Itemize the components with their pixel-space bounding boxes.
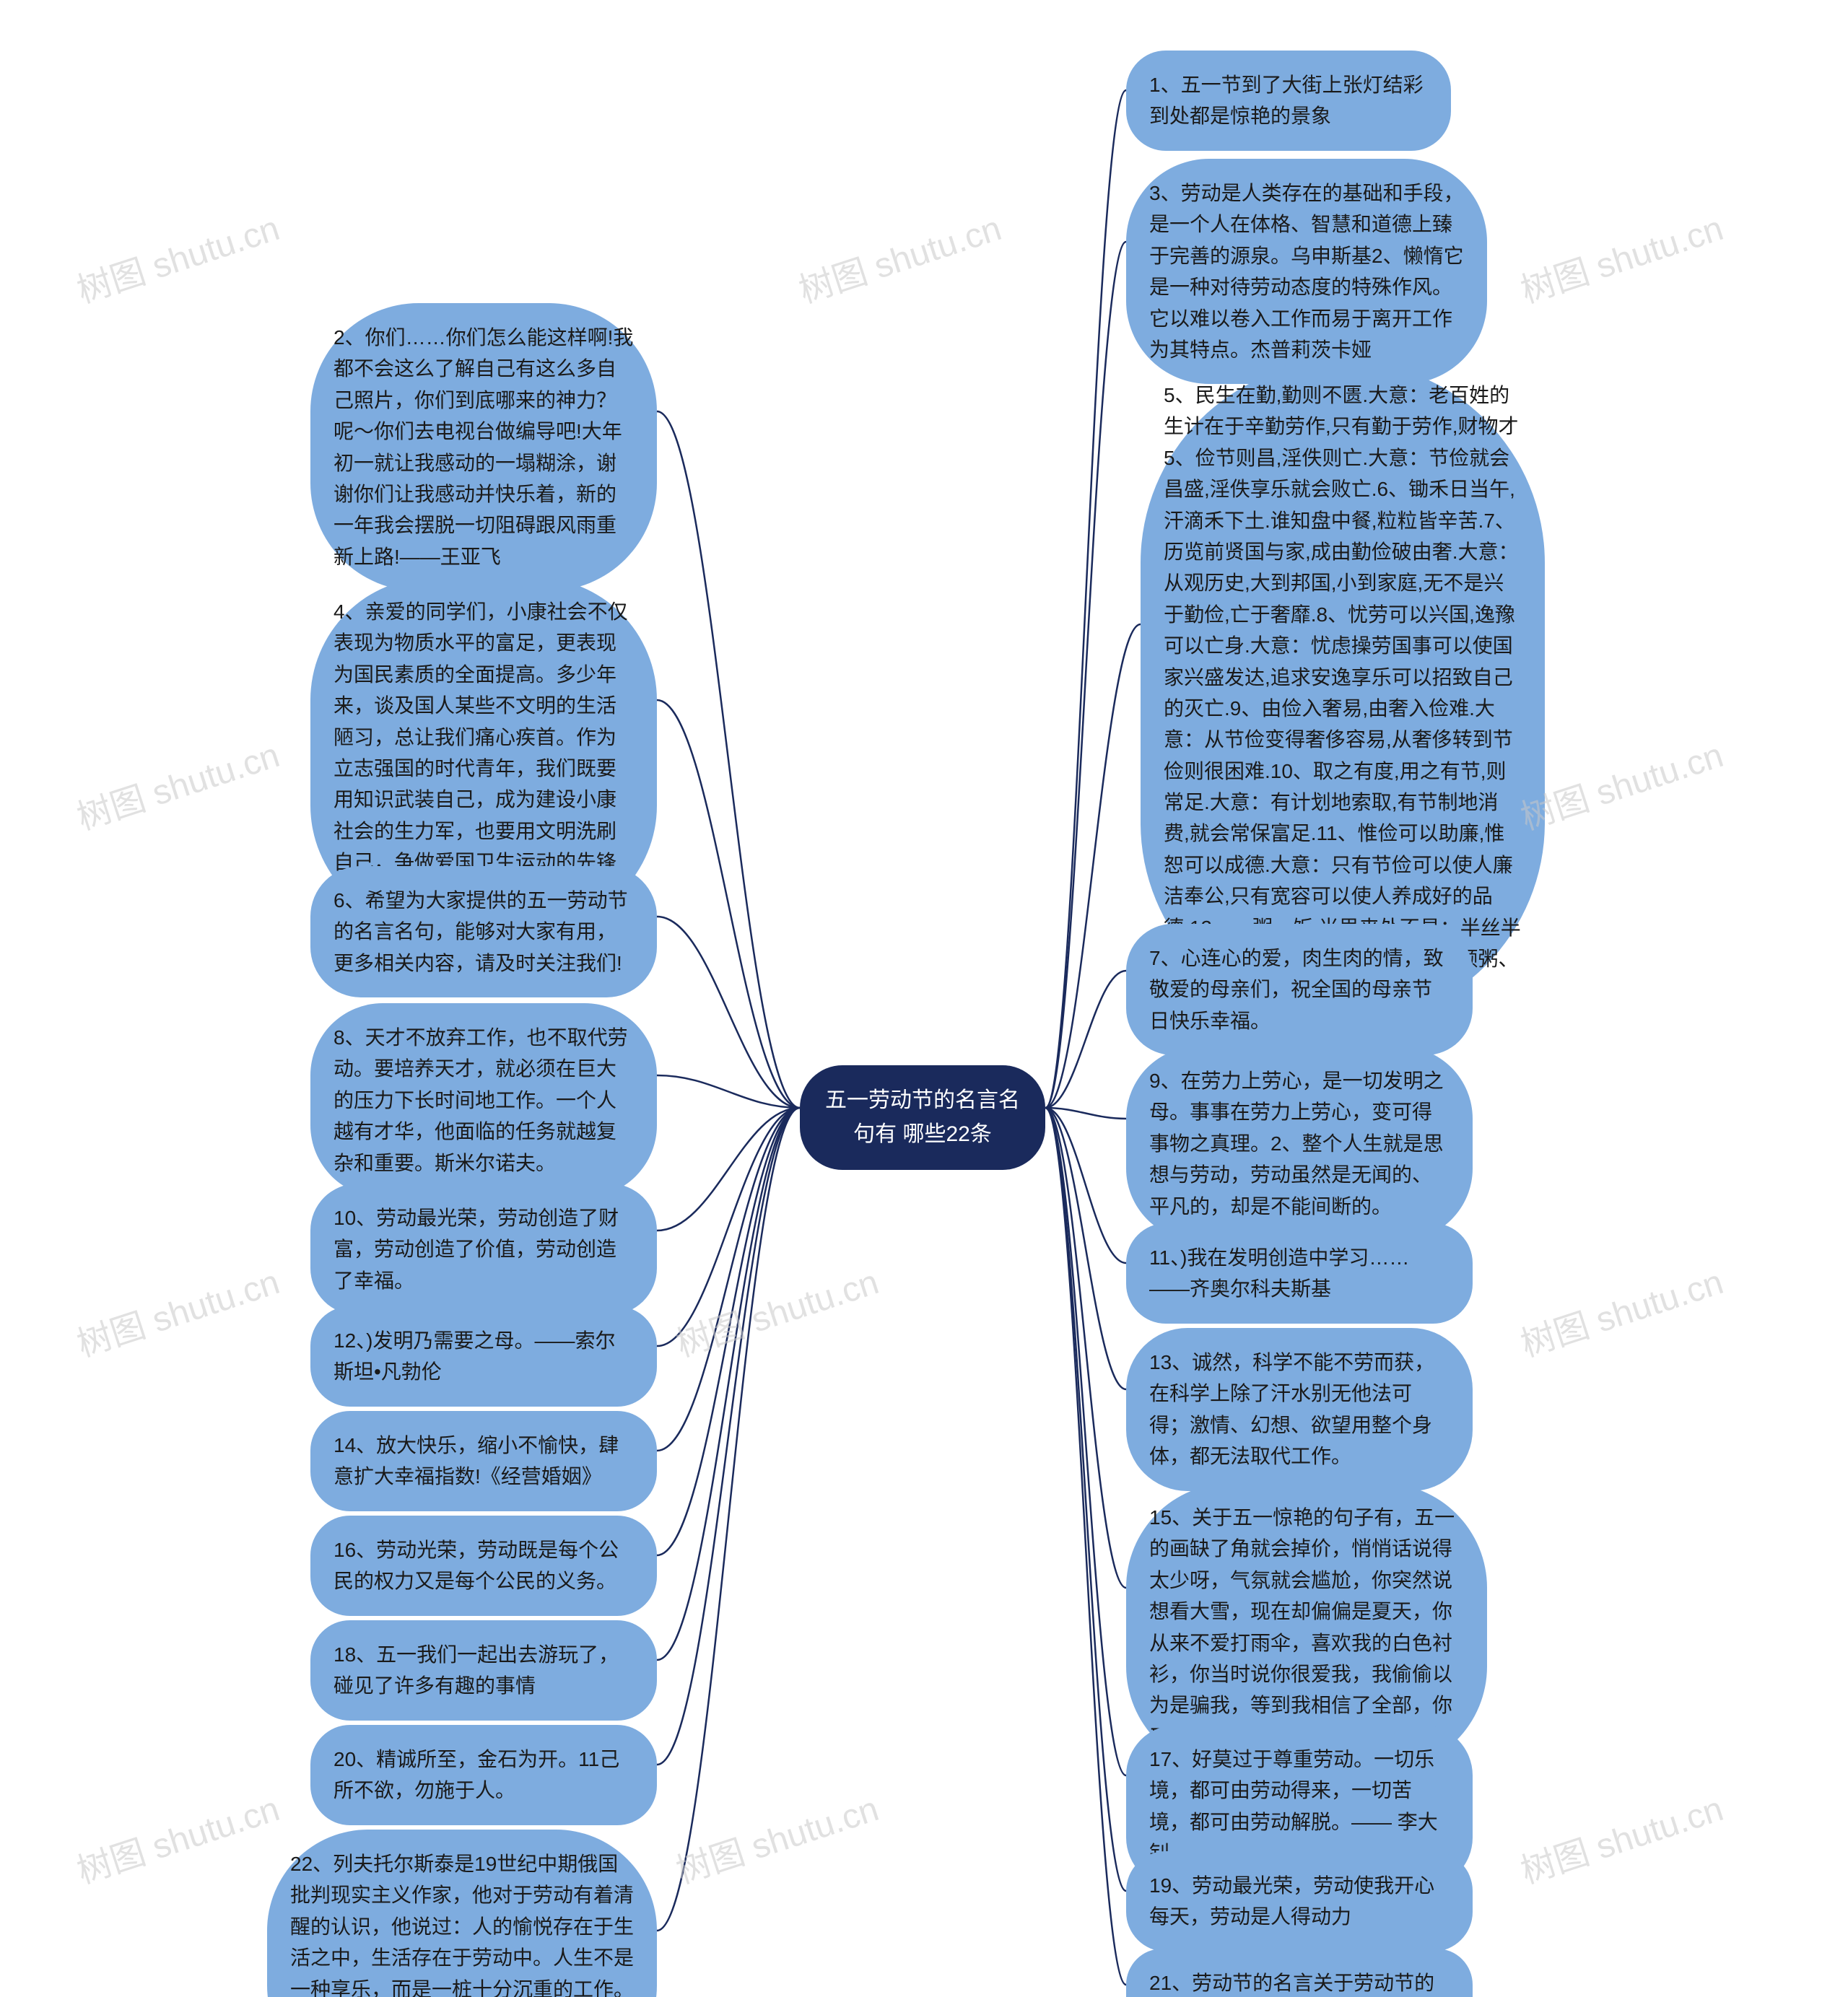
child-node-11: 11、)我在发明创造中学习……——齐奥尔科夫斯基 <box>1126 1223 1473 1324</box>
edge-to-node-14 <box>657 1108 800 1451</box>
child-node-8: 8、天才不放弃工作，也不取代劳动。要培养天才，就必须在巨大的压力下长时间地工作。… <box>310 1003 657 1197</box>
edge-to-node-2 <box>657 411 800 1108</box>
edge-to-node-1 <box>1045 90 1126 1108</box>
child-node-12: 12、)发明乃需要之母。——索尔斯坦•凡勃伦 <box>310 1306 657 1407</box>
child-node-2: 2、你们……你们怎么能这样啊!我都不会这么了解自己有这么多自己照片，你们到底哪来… <box>310 303 657 591</box>
child-node-1: 1、五一节到了大街上张灯结彩到处都是惊艳的景象 <box>1126 51 1451 151</box>
edge-to-node-6 <box>657 917 800 1108</box>
child-node-3: 3、劳动是人类存在的基础和手段，是一个人在体格、智慧和道德上臻于完善的源泉。乌申… <box>1126 159 1487 384</box>
edges-layer <box>0 0 1848 1997</box>
center-node: 五一劳动节的名言名句有 哪些22条 <box>800 1065 1045 1170</box>
child-node-9: 9、在劳力上劳心，是一切发明之母。事事在劳力上劳心，变可得事物之真理。2、整个人… <box>1126 1046 1473 1241</box>
edge-to-node-15 <box>1045 1108 1126 1588</box>
child-node-10: 10、劳动最光荣，劳动创造了财富，劳动创造了价值，劳动创造了幸福。 <box>310 1184 657 1315</box>
child-node-22: 22、列夫托尔斯泰是19世纪中期俄国批判现实主义作家，他对于劳动有着清醒的认识，… <box>267 1830 657 1997</box>
child-node-6: 6、希望为大家提供的五一劳动节的名言名句，能够对大家有用，更多相关内容，请及时关… <box>310 866 657 997</box>
edge-to-node-18 <box>657 1108 800 1660</box>
edge-to-node-17 <box>1045 1108 1126 1775</box>
child-node-14: 14、放大快乐，缩小不愉快，肆意扩大幸福指数!《经营婚姻》 <box>310 1411 657 1511</box>
edge-to-node-22 <box>657 1108 800 1931</box>
child-node-7: 7、心连心的爱，肉生肉的情，致敬爱的母亲们，祝全国的母亲节日快乐幸福。 <box>1126 924 1473 1055</box>
child-node-21: 21、劳动节的名言关于劳动节的名人名言 <box>1126 1949 1473 1997</box>
edge-to-node-9 <box>1045 1108 1126 1119</box>
child-node-20: 20、精诚所至，金石为开。11己所不欲，勿施于人。 <box>310 1725 657 1825</box>
edge-to-node-20 <box>657 1108 800 1765</box>
edge-to-node-19 <box>1045 1108 1126 1891</box>
child-node-16: 16、劳动光荣，劳动既是每个公民的权力又是每个公民的义务。 <box>310 1516 657 1616</box>
child-node-13: 13、诚然，科学不能不劳而获，在科学上除了汗水别无他法可得；激情、幻想、欲望用整… <box>1126 1328 1473 1491</box>
edge-to-node-12 <box>657 1108 800 1346</box>
child-node-19: 19、劳动最光荣，劳动使我开心每天，劳动是人得动力 <box>1126 1851 1473 1952</box>
edge-to-node-16 <box>657 1108 800 1555</box>
edge-to-node-7 <box>1045 971 1126 1108</box>
child-node-18: 18、五一我们一起出去游玩了，碰见了许多有趣的事情 <box>310 1620 657 1721</box>
edge-to-node-8 <box>657 1075 800 1108</box>
